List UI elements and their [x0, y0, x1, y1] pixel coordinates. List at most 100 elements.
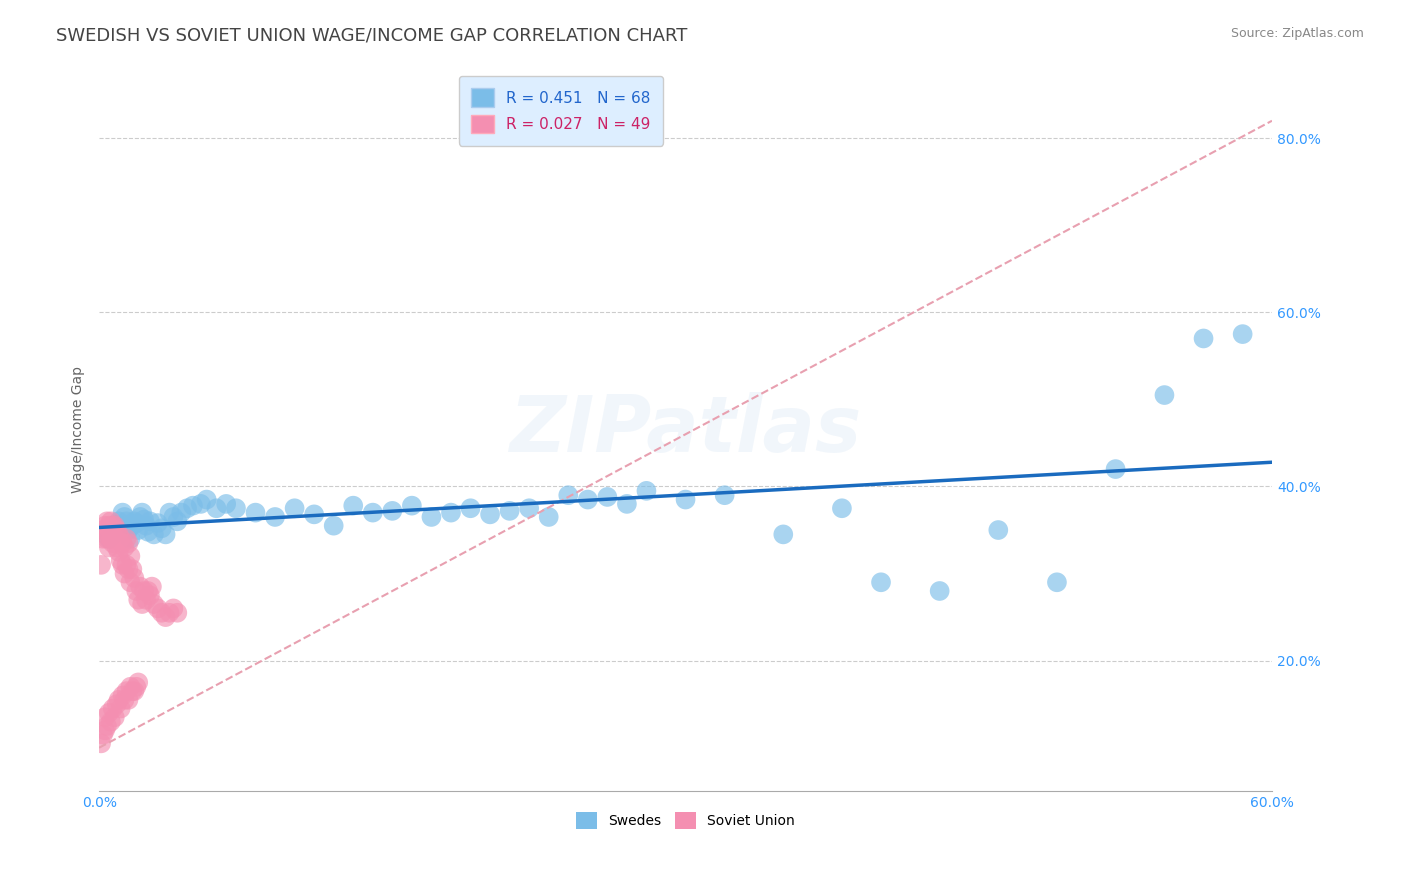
Point	[91, 523, 114, 537]
Point	[114, 566, 136, 581]
Point	[135, 518, 157, 533]
Point	[91, 532, 114, 546]
Point	[479, 508, 502, 522]
Point	[150, 606, 173, 620]
Point	[97, 541, 120, 555]
Point	[125, 584, 148, 599]
Point	[181, 499, 204, 513]
Point	[190, 497, 212, 511]
Point	[115, 558, 138, 572]
Point	[129, 510, 152, 524]
Point	[176, 501, 198, 516]
Point	[537, 510, 560, 524]
Point	[517, 501, 540, 516]
Point	[302, 508, 325, 522]
Point	[166, 606, 188, 620]
Point	[195, 492, 218, 507]
Point	[115, 684, 138, 698]
Point	[117, 536, 139, 550]
Point	[107, 527, 129, 541]
Point	[142, 597, 165, 611]
Text: Source: ZipAtlas.com: Source: ZipAtlas.com	[1230, 27, 1364, 40]
Point	[107, 514, 129, 528]
Point	[96, 719, 118, 733]
Point	[616, 497, 638, 511]
Point	[124, 514, 146, 528]
Point	[117, 693, 139, 707]
Point	[127, 675, 149, 690]
Point	[101, 701, 124, 715]
Legend: Swedes, Soviet Union: Swedes, Soviet Union	[571, 807, 800, 835]
Point	[159, 606, 181, 620]
Point	[132, 512, 155, 526]
Point	[110, 532, 132, 546]
Point	[124, 684, 146, 698]
Point	[90, 736, 112, 750]
Point	[136, 524, 159, 539]
Point	[205, 501, 228, 516]
Point	[146, 601, 169, 615]
Point	[105, 523, 128, 537]
Point	[245, 506, 267, 520]
Point	[111, 558, 134, 572]
Point	[111, 506, 134, 520]
Y-axis label: Wage/Income Gap: Wage/Income Gap	[72, 367, 86, 493]
Point	[162, 510, 184, 524]
Point	[166, 514, 188, 528]
Point	[772, 527, 794, 541]
Point	[1153, 388, 1175, 402]
Point	[596, 490, 619, 504]
Point	[120, 575, 142, 590]
Point	[675, 492, 697, 507]
Point	[1046, 575, 1069, 590]
Point	[94, 527, 117, 541]
Point	[100, 514, 122, 528]
Point	[139, 514, 162, 528]
Point	[124, 571, 146, 585]
Point	[170, 506, 193, 520]
Point	[713, 488, 735, 502]
Point	[139, 588, 162, 602]
Point	[127, 592, 149, 607]
Point	[146, 516, 169, 530]
Point	[150, 521, 173, 535]
Point	[104, 518, 127, 533]
Point	[381, 504, 404, 518]
Point	[928, 584, 950, 599]
Point	[361, 506, 384, 520]
Point	[440, 506, 463, 520]
Point	[91, 728, 114, 742]
Point	[1104, 462, 1126, 476]
Point	[1192, 331, 1215, 345]
Point	[636, 483, 658, 498]
Point	[110, 518, 132, 533]
Point	[105, 523, 128, 537]
Point	[1232, 327, 1254, 342]
Point	[215, 497, 238, 511]
Point	[132, 584, 155, 599]
Point	[264, 510, 287, 524]
Point	[155, 610, 177, 624]
Point	[498, 504, 520, 518]
Point	[105, 697, 128, 711]
Point	[114, 541, 136, 555]
Point	[162, 601, 184, 615]
Point	[322, 518, 344, 533]
Point	[111, 536, 134, 550]
Point	[136, 584, 159, 599]
Point	[831, 501, 853, 516]
Point	[120, 680, 142, 694]
Point	[129, 580, 152, 594]
Point	[101, 527, 124, 541]
Point	[125, 516, 148, 530]
Point	[135, 592, 157, 607]
Point	[114, 510, 136, 524]
Point	[100, 714, 122, 729]
Point	[121, 562, 143, 576]
Point	[225, 501, 247, 516]
Point	[987, 523, 1010, 537]
Point	[111, 689, 134, 703]
Point	[127, 523, 149, 537]
Point	[104, 532, 127, 546]
Point	[117, 523, 139, 537]
